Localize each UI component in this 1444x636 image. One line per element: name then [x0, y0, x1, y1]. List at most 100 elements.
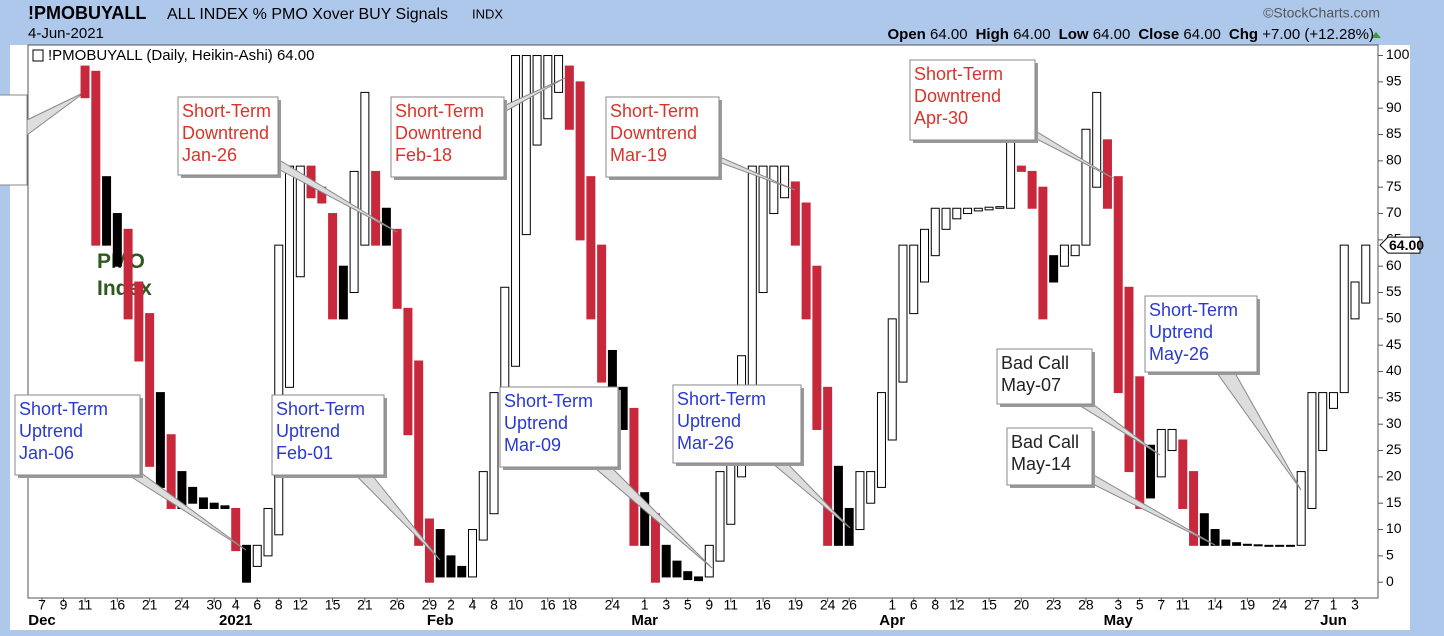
- callout-text: Short-Term: [395, 101, 484, 121]
- callout-text: Uptrend: [504, 413, 568, 433]
- candle-body: [672, 560, 682, 578]
- y-tick-label: 85: [1386, 125, 1402, 141]
- y-tick-label: 80: [1386, 152, 1402, 168]
- y-tick-label: 10: [1386, 520, 1402, 536]
- candle-body: [747, 165, 757, 394]
- x-tick-label: 3: [1114, 597, 1122, 613]
- x-tick-label: 4: [232, 597, 240, 613]
- candle-body: [231, 507, 241, 552]
- y-tick-label: 50: [1386, 310, 1402, 326]
- quote-label: Chg: [1228, 26, 1259, 43]
- candle-body: [1242, 543, 1252, 546]
- candle-body: [166, 434, 176, 509]
- x-tick-label: 19: [1240, 597, 1256, 613]
- x-tick-label: 16: [755, 597, 771, 613]
- callout-box: [1006, 427, 1093, 486]
- candle-body: [984, 206, 994, 211]
- date: 4-Jun-2021: [28, 25, 104, 42]
- candle-body: [941, 207, 951, 230]
- x-tick-label: 8: [275, 597, 283, 613]
- source: ©StockCharts.com: [1263, 5, 1380, 21]
- callout-text: Short-Term: [504, 391, 593, 411]
- x-tick-label: 2: [447, 597, 455, 613]
- callout-text: Short-Term: [610, 101, 699, 121]
- x-tick-label: 10: [508, 597, 524, 613]
- candle-body: [790, 181, 800, 246]
- candle-body: [801, 202, 811, 320]
- month-label: Mar: [631, 612, 658, 629]
- candle-body: [1049, 255, 1059, 283]
- callout-text: Mar-19: [610, 145, 667, 165]
- exchange: INDX: [472, 6, 503, 21]
- candle-body: [392, 228, 402, 309]
- callout-text: Mar-26: [677, 433, 734, 453]
- y-tick-label: 5: [1386, 547, 1394, 563]
- x-tick-label: 26: [389, 597, 405, 613]
- x-tick-label: 6: [253, 597, 261, 613]
- candle-body: [554, 55, 564, 93]
- candle-body: [1275, 544, 1285, 547]
- callout-pointer: [26, 91, 86, 136]
- y-tick-label: 90: [1386, 99, 1402, 115]
- callout-text: Mar-09: [504, 435, 561, 455]
- candle-body: [823, 386, 833, 546]
- candle-body: [1199, 513, 1209, 546]
- candle-body: [597, 244, 607, 383]
- candle-body: [1318, 392, 1328, 452]
- callout-box: [271, 394, 385, 476]
- candle-body: [866, 471, 876, 504]
- candle-body: [1146, 444, 1156, 499]
- candle-body: [414, 360, 424, 546]
- candle-body: [1232, 542, 1242, 546]
- candle-body: [887, 318, 897, 441]
- callout-text: Apr-30: [914, 108, 968, 128]
- candle-body: [1189, 471, 1199, 546]
- y-tick-label: 45: [1386, 336, 1402, 352]
- candle-body: [134, 281, 144, 362]
- candle-body: [91, 70, 101, 246]
- y-tick-label: 55: [1386, 283, 1402, 299]
- candle-body: [241, 544, 251, 583]
- callout-text: Jan-26: [182, 145, 237, 165]
- quote-value: +7.00 (+12.28%): [1262, 26, 1374, 43]
- partial-callout: [0, 94, 28, 186]
- candle-body: [833, 465, 843, 546]
- x-tick-label: 29: [422, 597, 438, 613]
- candle-body: [467, 529, 477, 578]
- candle-body: [489, 392, 499, 515]
- month-label: Jun: [1320, 612, 1347, 629]
- month-label: Dec: [28, 612, 56, 629]
- candle-body: [1092, 91, 1102, 188]
- candle-body: [1221, 539, 1231, 546]
- last-value-label: 64.00: [1389, 237, 1424, 253]
- candle-body: [1307, 392, 1317, 509]
- candle-body: [424, 518, 434, 583]
- candle-body: [188, 486, 198, 504]
- x-tick-label: 21: [357, 597, 373, 613]
- callout-text: Feb-01: [276, 443, 333, 463]
- month-label: Feb: [427, 612, 454, 629]
- legend: !PMOBUYALL (Daily, Heikin-Ashi) 64.00: [32, 47, 314, 64]
- candle-body: [209, 502, 219, 509]
- candle-body: [123, 228, 133, 320]
- y-tick-label: 30: [1386, 415, 1402, 431]
- candle-body: [963, 207, 973, 215]
- candle-body: [780, 165, 790, 199]
- x-tick-label: 24: [1272, 597, 1288, 613]
- callout-text: Bad Call: [1011, 432, 1079, 452]
- y-tick-label: 100: [1386, 46, 1410, 62]
- callout-box: [1144, 295, 1258, 373]
- candle-body: [478, 471, 488, 541]
- x-tick-label: 16: [110, 597, 126, 613]
- candle-body: [920, 228, 930, 283]
- candle-body: [1210, 529, 1220, 546]
- x-tick-label: 1: [1330, 597, 1338, 613]
- quote-label: Low: [1058, 26, 1089, 43]
- callout-text: Short-Term: [914, 64, 1003, 84]
- candle-body: [1253, 544, 1263, 547]
